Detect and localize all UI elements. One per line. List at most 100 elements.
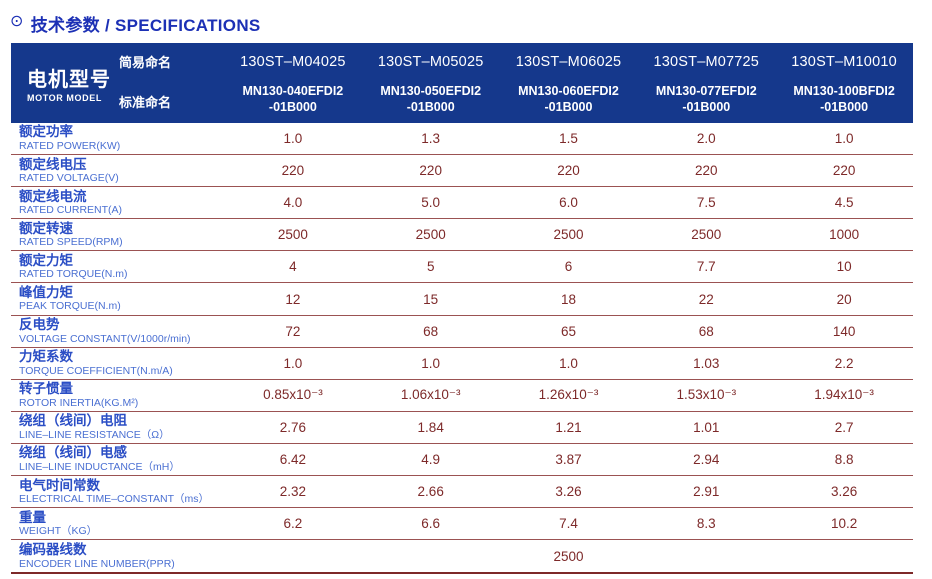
model-standard-name-line1: MN130-050EFDI2 xyxy=(380,83,482,98)
row-value: 1.5 xyxy=(559,131,578,147)
simple-naming-label: 简易命名 xyxy=(119,54,172,70)
model-standard-name: MN130-100BFDI2 -01B000 xyxy=(775,79,913,123)
row-value: 20 xyxy=(836,291,852,307)
row-value: 6.6 xyxy=(421,516,441,532)
row-value: 2.94 xyxy=(693,451,720,467)
row-label-en: ELECTRICAL TIME–CONSTANT（ms） xyxy=(19,493,209,506)
row-value: 1.0 xyxy=(559,355,578,371)
row-value: 3.26 xyxy=(830,484,858,500)
row-value: 3.26 xyxy=(555,484,582,500)
table-header: 电机型号 MOTOR MODEL 简易命名 标准命名 130ST–M04025 M… xyxy=(11,43,913,123)
row-value: 1000 xyxy=(829,227,860,243)
row-label: 绕组（线间）电感 LINE–LINE INDUCTANCE（mH） xyxy=(11,444,224,475)
row-value: 1.01 xyxy=(693,419,720,435)
spec-row: 额定转速 RATED SPEED(RPM) 2500 2500 2500 2500 1000 xyxy=(11,219,913,252)
row-value: 7.4 xyxy=(559,516,578,532)
model-standard-name-line2: -01B000 xyxy=(268,100,317,114)
row-label-cn: 峰值力矩 xyxy=(19,284,73,300)
row-label: 编码器线数 ENCODER LINE NUMBER(PPR) xyxy=(11,540,224,572)
spec-row: 峰值力矩 PEAK TORQUE(N.m) 12 15 18 22 20 xyxy=(11,283,913,316)
model-standard-name-line2: -01B000 xyxy=(682,100,731,114)
row-value: 4 xyxy=(289,259,297,275)
row-label: 电气时间常数 ELECTRICAL TIME–CONSTANT（ms） xyxy=(11,476,224,507)
model-simple-name: 130ST–M04025 xyxy=(240,54,346,70)
row-value: 140 xyxy=(832,323,856,339)
row-label-en: ROTOR INERTIA(KG.M²) xyxy=(19,396,139,409)
spec-row: 额定力矩 RATED TORQUE(N.m) 4 5 6 7.7 10 xyxy=(11,251,913,284)
model-standard-name-line2: -01B000 xyxy=(544,100,593,114)
row-value: 2.32 xyxy=(279,484,307,500)
row-label-en: RATED POWER(KW) xyxy=(19,140,121,152)
row-label: 额定线电流 RATED CURRENT(A) xyxy=(11,187,224,218)
row-value: 7.7 xyxy=(696,259,716,275)
section-title-text: 技术参数 / SPECIFICATIONS xyxy=(30,16,261,35)
model-simple-name: 130ST–M07725 xyxy=(653,54,760,70)
row-label-en: RATED TORQUE(N.m) xyxy=(19,268,128,281)
row-value: 8.8 xyxy=(834,451,854,467)
spec-row: 转子惯量 ROTOR INERTIA(KG.M²) 0.85x10⁻³ 1.06x10… xyxy=(11,380,913,412)
row-value: 10 xyxy=(836,259,852,275)
row-value: 72 xyxy=(285,323,301,339)
motor-model-header-cell: 电机型号 MOTOR MODEL 简易命名 标准命名 xyxy=(11,43,224,123)
naming-labels-block: 简易命名 标准命名 xyxy=(119,43,224,123)
row-value: 2.0 xyxy=(696,131,716,147)
row-label-en: WEIGHT（KG） xyxy=(19,525,98,538)
row-value: 6.2 xyxy=(283,516,303,532)
spec-row: 额定线电流 RATED CURRENT(A) 4.0 5.0 6.0 7.5 4.5 xyxy=(11,187,913,220)
model-columns: 130ST–M04025 MN130-040EFDI2 -01B000 130ST–M… xyxy=(224,43,913,123)
spec-row: 力矩系数 TORQUE COEFFICIENT(N.m/A) 1.0 1.0 1.0 1.… xyxy=(11,348,913,380)
spec-row: 额定线电压 RATED VOLTAGE(V) 220 220 220 220 220 xyxy=(11,155,913,188)
spec-row: 额定功率 RATED POWER(KW) 1.0 1.3 1.5 2.0 1.0 xyxy=(11,123,913,156)
row-label-en: TORQUE COEFFICIENT(N.m/A) xyxy=(19,364,173,377)
row-label-cn: 额定力矩 xyxy=(19,252,73,268)
model-column: 130ST–M05025 MN130-050EFDI2 -01B000 xyxy=(362,43,500,123)
table-body: 额定功率 RATED POWER(KW) 1.0 1.3 1.5 2.0 1.0 额定线电压 R… xyxy=(11,123,913,575)
row-label-cn: 额定转速 xyxy=(19,220,73,236)
model-standard-name-line1: MN130-100BFDI2 xyxy=(793,83,895,98)
row-label: 额定线电压 RATED VOLTAGE(V) xyxy=(11,155,224,186)
row-label-cn: 力矩系数 xyxy=(19,349,73,365)
row-value: 1.06x10⁻³ xyxy=(400,387,461,403)
model-standard-name-line2: -01B000 xyxy=(820,100,869,114)
row-label: 绕组（线间）电阻 LINE–LINE RESISTANCE（Ω） xyxy=(11,412,224,443)
row-value: 1.84 xyxy=(417,419,444,435)
row-value: 18 xyxy=(560,291,576,307)
row-label-cn: 额定功率 xyxy=(19,124,73,140)
row-value: 2.66 xyxy=(417,484,444,500)
row-value: 220 xyxy=(695,163,718,179)
row-value: 220 xyxy=(281,163,305,179)
row-value: 1.53x10⁻³ xyxy=(676,387,737,403)
row-label-cn: 电气时间常数 xyxy=(19,477,100,493)
row-value: 1.0 xyxy=(283,355,303,371)
row-value: 2500 xyxy=(691,227,722,243)
row-value: 68 xyxy=(698,323,714,339)
row-label: 额定功率 RATED POWER(KW) xyxy=(11,123,224,154)
model-simple-name: 130ST–M05025 xyxy=(377,54,484,70)
spec-row: 绕组（线间）电感 LINE–LINE INDUCTANCE（mH） 6.42 4.9 3… xyxy=(11,444,913,477)
row-value: 220 xyxy=(419,163,442,179)
row-label-en: LINE–LINE INDUCTANCE（mH） xyxy=(19,460,180,473)
row-value: 5.0 xyxy=(421,195,441,211)
section-title: ⊙ 技术参数 / SPECIFICATIONS xyxy=(0,0,932,43)
row-label-cn: 重量 xyxy=(19,509,46,525)
row-value: 1.3 xyxy=(421,131,441,147)
row-value: 4.5 xyxy=(834,195,854,211)
row-value: 5 xyxy=(426,259,435,275)
row-label-en: PEAK TORQUE(N.m) xyxy=(19,300,121,313)
model-column: 130ST–M06025 MN130-060EFDI2 -01B000 xyxy=(500,43,638,123)
row-label: 重量 WEIGHT（KG） xyxy=(11,508,224,539)
row-value: 2.2 xyxy=(834,355,854,371)
row-value: 15 xyxy=(423,291,439,307)
row-value: 4.0 xyxy=(283,195,303,211)
row-label-en: VOLTAGE CONSTANT(V/1000r/min) xyxy=(19,332,191,345)
row-value-span: 2500 xyxy=(553,548,584,564)
row-value: 3.87 xyxy=(555,451,582,467)
row-label-en: RATED VOLTAGE(V) xyxy=(19,172,119,185)
row-value: 4.9 xyxy=(421,451,441,467)
model-standard-name-line1: MN130-040EFDI2 xyxy=(242,83,344,98)
spec-row: 电气时间常数 ELECTRICAL TIME–CONSTANT（ms） 2.32 2.… xyxy=(11,476,913,509)
row-label-cn: 转子惯量 xyxy=(19,381,73,397)
model-simple-name: 130ST–M06025 xyxy=(515,54,622,70)
row-label-cn: 额定线电流 xyxy=(19,188,87,204)
row-label: 力矩系数 TORQUE COEFFICIENT(N.m/A) xyxy=(11,348,224,379)
